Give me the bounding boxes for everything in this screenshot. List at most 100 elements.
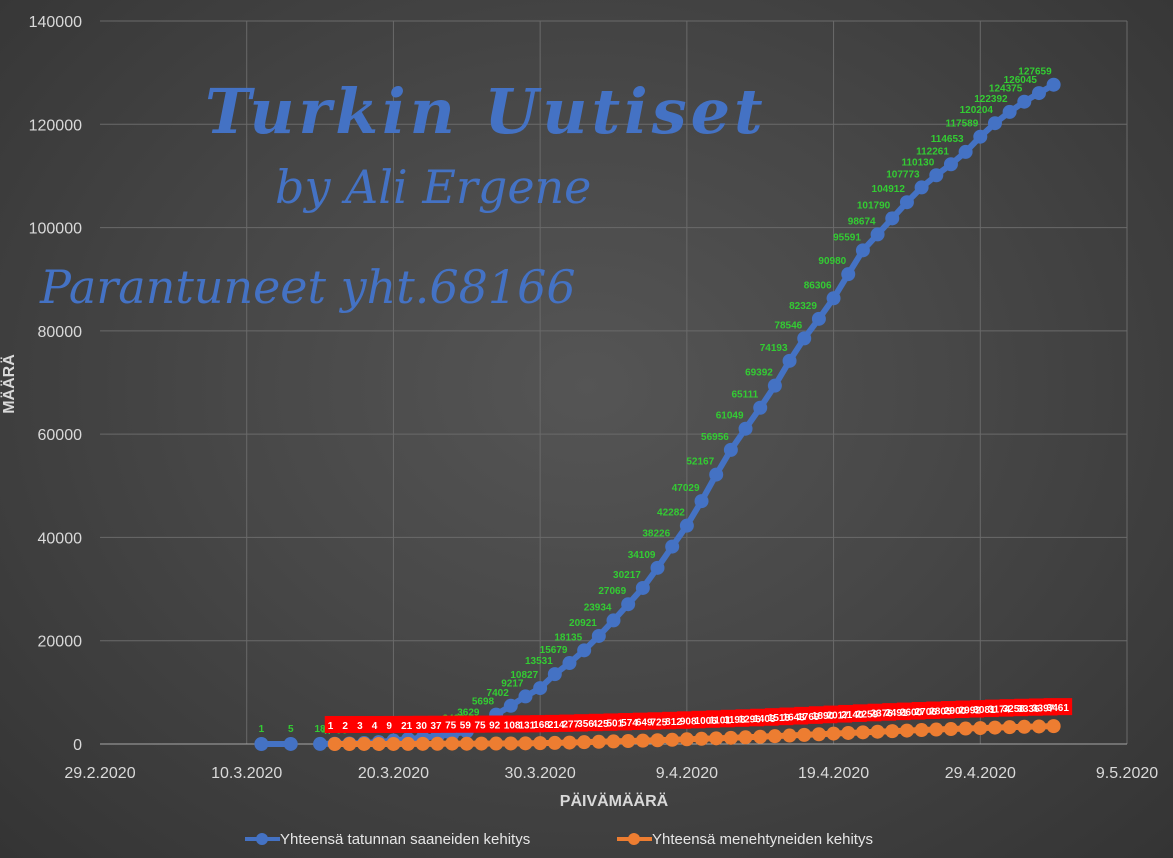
point-deaths[interactable] [723, 730, 738, 745]
point-vaccinated[interactable] [841, 267, 856, 282]
data-label-deaths: 812 [665, 717, 682, 728]
point-deaths[interactable] [899, 723, 914, 738]
point-vaccinated[interactable] [738, 421, 753, 436]
point-deaths[interactable] [533, 736, 548, 751]
point-deaths[interactable] [914, 723, 929, 738]
point-deaths[interactable] [738, 730, 753, 745]
legend-item-vaccinated[interactable]: Yhteensä tatunnan saaneiden kehitys [245, 831, 530, 848]
point-deaths[interactable] [430, 736, 445, 751]
point-deaths[interactable] [826, 726, 841, 741]
point-vaccinated[interactable] [606, 613, 621, 628]
point-vaccinated[interactable] [929, 168, 944, 183]
point-deaths[interactable] [987, 720, 1002, 735]
data-label-vaccinated: 101790 [857, 200, 891, 211]
point-vaccinated[interactable] [547, 667, 562, 682]
point-vaccinated[interactable] [313, 736, 328, 751]
point-vaccinated[interactable] [283, 736, 298, 751]
point-vaccinated[interactable] [797, 331, 812, 346]
point-deaths[interactable] [870, 724, 885, 739]
point-vaccinated[interactable] [1046, 77, 1061, 92]
point-deaths[interactable] [474, 736, 489, 751]
point-deaths[interactable] [371, 736, 386, 751]
point-deaths[interactable] [327, 736, 342, 751]
point-deaths[interactable] [679, 732, 694, 747]
point-deaths[interactable] [753, 729, 768, 744]
point-deaths[interactable] [694, 731, 709, 746]
point-deaths[interactable] [811, 727, 826, 742]
point-vaccinated[interactable] [503, 698, 518, 713]
point-deaths[interactable] [767, 729, 782, 744]
point-vaccinated[interactable] [870, 227, 885, 242]
point-deaths[interactable] [665, 732, 680, 747]
data-label-deaths: 37 [430, 721, 442, 732]
point-vaccinated[interactable] [679, 518, 694, 533]
point-deaths[interactable] [797, 727, 812, 742]
point-vaccinated[interactable] [254, 736, 269, 751]
point-vaccinated[interactable] [723, 442, 738, 457]
data-label-vaccinated: 15679 [540, 645, 568, 656]
point-deaths[interactable] [445, 736, 460, 751]
data-label-vaccinated: 18 [315, 724, 327, 735]
point-deaths[interactable] [973, 721, 988, 736]
point-vaccinated[interactable] [855, 243, 870, 258]
point-vaccinated[interactable] [577, 643, 592, 658]
point-deaths[interactable] [547, 735, 562, 750]
point-vaccinated[interactable] [943, 157, 958, 172]
point-vaccinated[interactable] [899, 195, 914, 210]
data-label-deaths: 649 [636, 718, 653, 729]
point-deaths[interactable] [1031, 719, 1046, 734]
point-vaccinated[interactable] [782, 353, 797, 368]
point-vaccinated[interactable] [562, 656, 577, 671]
point-deaths[interactable] [489, 736, 504, 751]
point-vaccinated[interactable] [1002, 104, 1017, 119]
point-deaths[interactable] [459, 736, 474, 751]
point-deaths[interactable] [958, 721, 973, 736]
point-vaccinated[interactable] [753, 400, 768, 415]
point-deaths[interactable] [562, 735, 577, 750]
point-vaccinated[interactable] [826, 291, 841, 306]
point-deaths[interactable] [386, 736, 401, 751]
point-deaths[interactable] [841, 725, 856, 740]
point-deaths[interactable] [929, 722, 944, 737]
point-deaths[interactable] [503, 736, 518, 751]
point-vaccinated[interactable] [665, 539, 680, 554]
legend-item-deaths[interactable]: Yhteensä menehtyneiden kehitys [617, 831, 873, 848]
point-vaccinated[interactable] [709, 467, 724, 482]
point-deaths[interactable] [782, 728, 797, 743]
point-deaths[interactable] [591, 734, 606, 749]
point-vaccinated[interactable] [958, 144, 973, 159]
point-deaths[interactable] [1017, 719, 1032, 734]
point-vaccinated[interactable] [635, 580, 650, 595]
point-deaths[interactable] [855, 725, 870, 740]
data-label-vaccinated: 34109 [628, 550, 656, 561]
point-vaccinated[interactable] [533, 681, 548, 696]
point-deaths[interactable] [606, 734, 621, 749]
point-deaths[interactable] [342, 736, 357, 751]
point-vaccinated[interactable] [621, 597, 636, 612]
point-vaccinated[interactable] [1031, 86, 1046, 101]
point-vaccinated[interactable] [1017, 94, 1032, 109]
point-vaccinated[interactable] [591, 628, 606, 643]
point-vaccinated[interactable] [811, 311, 826, 326]
point-deaths[interactable] [885, 724, 900, 739]
point-vaccinated[interactable] [518, 689, 533, 704]
point-vaccinated[interactable] [767, 378, 782, 393]
point-vaccinated[interactable] [914, 180, 929, 195]
point-deaths[interactable] [357, 736, 372, 751]
point-vaccinated[interactable] [885, 211, 900, 226]
point-deaths[interactable] [709, 731, 724, 746]
point-deaths[interactable] [1046, 719, 1061, 734]
point-vaccinated[interactable] [973, 129, 988, 144]
point-deaths[interactable] [415, 736, 430, 751]
point-deaths[interactable] [1002, 720, 1017, 735]
point-vaccinated[interactable] [694, 494, 709, 509]
point-deaths[interactable] [518, 736, 533, 751]
point-deaths[interactable] [401, 736, 416, 751]
point-deaths[interactable] [577, 735, 592, 750]
point-deaths[interactable] [621, 734, 636, 749]
point-vaccinated[interactable] [650, 560, 665, 575]
point-vaccinated[interactable] [987, 116, 1002, 131]
point-deaths[interactable] [650, 733, 665, 748]
point-deaths[interactable] [943, 722, 958, 737]
point-deaths[interactable] [635, 733, 650, 748]
